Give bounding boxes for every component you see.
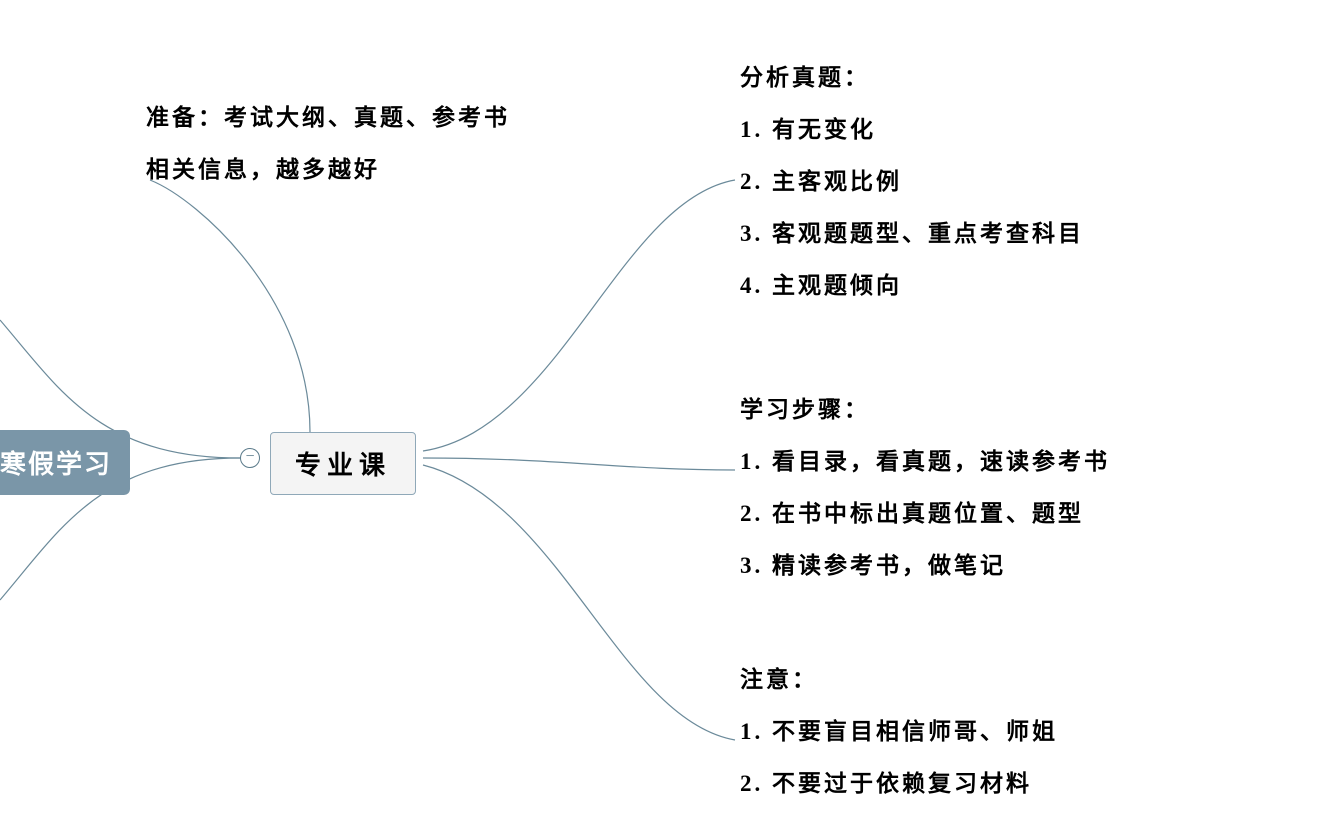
branch-line: 3. 客观题题型、重点考查科目 <box>740 214 1084 248</box>
branch-line: 2. 主客观比例 <box>740 162 1084 196</box>
connector-path <box>150 180 310 432</box>
branch-line: 注意： <box>740 660 1058 694</box>
branch-analyze[interactable]: 分析真题： 1. 有无变化 2. 主客观比例 3. 客观题题型、重点考查科目 4. 主观… <box>740 58 1084 300</box>
branch-line: 学习步骤： <box>740 390 1110 424</box>
branch-line: 1. 不要盲目相信师哥、师姐 <box>740 712 1058 746</box>
branch-line: 2. 不要过于依赖复习材料 <box>740 764 1058 798</box>
center-label: 专业课 <box>295 451 391 480</box>
branch-line: 相关信息，越多越好 <box>146 150 510 184</box>
branch-prep[interactable]: 准备：考试大纲、真题、参考书相关信息，越多越好 <box>146 98 510 184</box>
branch-line: 准备：考试大纲、真题、参考书 <box>146 98 510 132</box>
branch-line: 1. 看目录，看真题，速读参考书 <box>740 442 1110 476</box>
connector-path <box>423 458 735 470</box>
connector-path <box>423 180 735 451</box>
branch-line: 3. 精读参考书，做笔记 <box>740 546 1110 580</box>
branch-line: 4. 主观题倾向 <box>740 266 1084 300</box>
branch-line: 2. 在书中标出真题位置、题型 <box>740 494 1110 528</box>
connector-path <box>423 465 735 740</box>
root-label: 寒假学习 <box>0 450 112 479</box>
branch-steps[interactable]: 学习步骤： 1. 看目录，看真题，速读参考书 2. 在书中标出真题位置、题型 3. 精… <box>740 390 1110 580</box>
branch-caution[interactable]: 注意： 1. 不要盲目相信师哥、师姐 2. 不要过于依赖复习材料 <box>740 660 1058 798</box>
branch-line: 1. 有无变化 <box>740 110 1084 144</box>
root-node[interactable]: 寒假学习 <box>0 430 130 495</box>
branch-line: 分析真题： <box>740 58 1084 92</box>
center-node[interactable]: 专业课 <box>270 432 416 495</box>
collapse-icon[interactable] <box>240 448 260 468</box>
